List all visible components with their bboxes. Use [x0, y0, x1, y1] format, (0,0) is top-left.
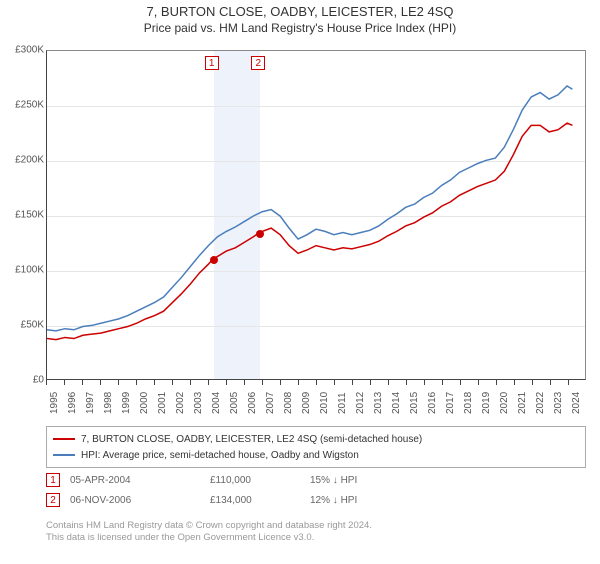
x-tick-mark — [568, 380, 569, 385]
x-tick-label: 2019 — [481, 392, 492, 414]
x-tick-mark — [388, 380, 389, 385]
x-tick-mark — [550, 380, 551, 385]
x-tick-label: 2015 — [409, 392, 420, 414]
sale-row-date: 06-NOV-2006 — [70, 495, 200, 506]
y-tick-label: £100K — [4, 265, 44, 276]
x-tick-mark — [64, 380, 65, 385]
x-tick-mark — [154, 380, 155, 385]
sale-table-row: 2 06-NOV-2006 £134,000 12% ↓ HPI — [46, 490, 586, 510]
x-tick-mark — [460, 380, 461, 385]
x-tick-mark — [352, 380, 353, 385]
y-tick-label: £150K — [4, 210, 44, 221]
x-tick-label: 2018 — [463, 392, 474, 414]
x-tick-label: 1996 — [67, 392, 78, 414]
series-line-property — [47, 123, 572, 339]
x-tick-mark — [118, 380, 119, 385]
x-tick-mark — [136, 380, 137, 385]
x-tick-label: 2005 — [229, 392, 240, 414]
sale-point — [256, 230, 264, 238]
x-tick-mark — [172, 380, 173, 385]
x-tick-label: 2023 — [553, 392, 564, 414]
footer-line1: Contains HM Land Registry data © Crown c… — [46, 520, 586, 532]
x-tick-label: 2001 — [157, 392, 168, 414]
x-tick-mark — [406, 380, 407, 385]
y-tick-label: £300K — [4, 45, 44, 56]
sale-marker-box: 1 — [205, 56, 219, 70]
x-tick-mark — [496, 380, 497, 385]
y-tick-label: £50K — [4, 320, 44, 331]
sale-row-marker: 2 — [46, 493, 60, 507]
legend-label-hpi: HPI: Average price, semi-detached house,… — [81, 450, 359, 461]
sale-table-row: 1 05-APR-2004 £110,000 15% ↓ HPI — [46, 470, 586, 490]
sale-row-price: £134,000 — [210, 495, 300, 506]
x-tick-mark — [316, 380, 317, 385]
legend-swatch-property — [53, 438, 75, 440]
x-tick-mark — [100, 380, 101, 385]
x-tick-mark — [532, 380, 533, 385]
footer-attribution: Contains HM Land Registry data © Crown c… — [46, 520, 586, 545]
sale-point — [210, 256, 218, 264]
y-tick-label: £200K — [4, 155, 44, 166]
plot-area — [46, 50, 586, 380]
x-tick-mark — [334, 380, 335, 385]
sales-table: 1 05-APR-2004 £110,000 15% ↓ HPI 2 06-NOV-200… — [46, 470, 586, 510]
x-tick-mark — [478, 380, 479, 385]
x-tick-mark — [82, 380, 83, 385]
sale-row-delta: 12% ↓ HPI — [310, 495, 420, 506]
x-tick-label: 2024 — [571, 392, 582, 414]
x-tick-label: 2006 — [247, 392, 258, 414]
legend-box: 7, BURTON CLOSE, OADBY, LEICESTER, LE2 4… — [46, 426, 586, 468]
x-tick-label: 2013 — [373, 392, 384, 414]
x-tick-mark — [280, 380, 281, 385]
x-tick-mark — [514, 380, 515, 385]
x-tick-label: 2004 — [211, 392, 222, 414]
x-tick-mark — [424, 380, 425, 385]
x-tick-label: 2002 — [175, 392, 186, 414]
x-tick-label: 1995 — [49, 392, 60, 414]
x-tick-label: 2009 — [301, 392, 312, 414]
x-tick-label: 2012 — [355, 392, 366, 414]
legend-item-hpi: HPI: Average price, semi-detached house,… — [53, 447, 579, 463]
x-tick-label: 2008 — [283, 392, 294, 414]
x-tick-mark — [244, 380, 245, 385]
sale-row-price: £110,000 — [210, 475, 300, 486]
x-tick-mark — [226, 380, 227, 385]
sale-row-date: 05-APR-2004 — [70, 475, 200, 486]
legend-label-property: 7, BURTON CLOSE, OADBY, LEICESTER, LE2 4… — [81, 434, 422, 445]
sale-marker-box: 2 — [251, 56, 265, 70]
x-tick-mark — [46, 380, 47, 385]
x-tick-mark — [442, 380, 443, 385]
x-tick-label: 2021 — [517, 392, 528, 414]
sale-row-delta: 15% ↓ HPI — [310, 475, 420, 486]
x-tick-label: 2000 — [139, 392, 150, 414]
x-tick-label: 2022 — [535, 392, 546, 414]
x-tick-mark — [190, 380, 191, 385]
footer-line2: This data is licensed under the Open Gov… — [46, 532, 586, 544]
x-tick-mark — [208, 380, 209, 385]
series-line-hpi — [47, 86, 572, 331]
x-tick-label: 2020 — [499, 392, 510, 414]
line-series-svg — [47, 51, 585, 379]
x-tick-label: 2007 — [265, 392, 276, 414]
x-tick-label: 2011 — [337, 392, 348, 414]
chart-subtitle: Price paid vs. HM Land Registry's House … — [0, 21, 600, 35]
x-tick-label: 2016 — [427, 392, 438, 414]
sale-row-marker: 1 — [46, 473, 60, 487]
x-tick-label: 1999 — [121, 392, 132, 414]
chart-container: 7, BURTON CLOSE, OADBY, LEICESTER, LE2 4… — [0, 4, 600, 564]
legend-swatch-hpi — [53, 454, 75, 456]
x-tick-label: 1997 — [85, 392, 96, 414]
x-tick-mark — [298, 380, 299, 385]
x-tick-label: 1998 — [103, 392, 114, 414]
x-tick-label: 2017 — [445, 392, 456, 414]
x-tick-mark — [262, 380, 263, 385]
y-tick-label: £0 — [4, 375, 44, 386]
x-tick-label: 2010 — [319, 392, 330, 414]
x-tick-mark — [370, 380, 371, 385]
x-tick-label: 2003 — [193, 392, 204, 414]
x-tick-label: 2014 — [391, 392, 402, 414]
chart-title: 7, BURTON CLOSE, OADBY, LEICESTER, LE2 4… — [0, 4, 600, 19]
legend-item-property: 7, BURTON CLOSE, OADBY, LEICESTER, LE2 4… — [53, 431, 579, 447]
y-tick-label: £250K — [4, 100, 44, 111]
